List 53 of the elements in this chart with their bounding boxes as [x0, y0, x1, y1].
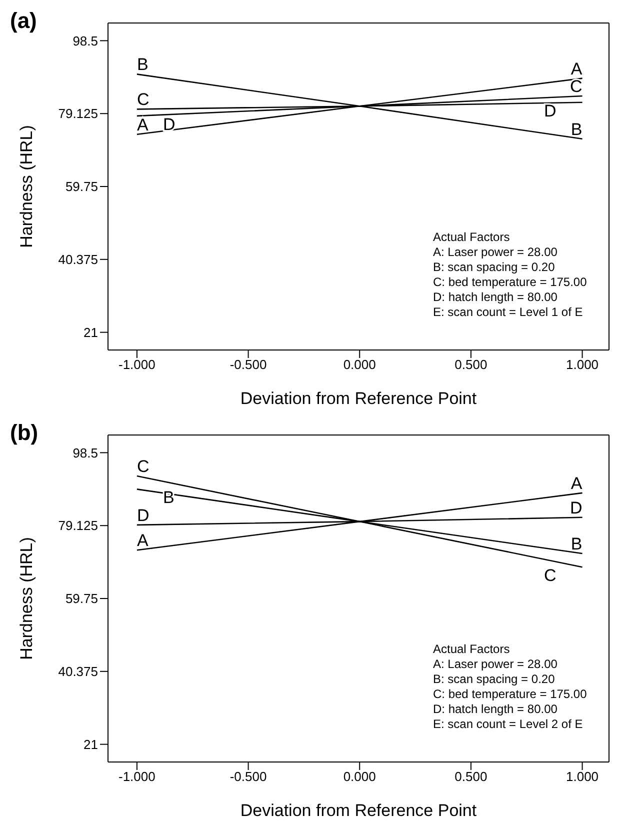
series-label: D [162, 114, 176, 134]
series-label: D [136, 506, 150, 525]
series-label: B [570, 534, 582, 554]
annotation: E: scan count = Level 1 of E [433, 305, 584, 320]
x-tick-label: -0.500 [230, 357, 267, 372]
text: D [570, 498, 582, 518]
x-tick-label: 1.000 [566, 769, 599, 784]
text: D [544, 101, 556, 120]
text: B [570, 120, 582, 139]
x-tick-label: 0.000 [343, 357, 376, 372]
y-tick-label: 79.125 [58, 518, 98, 534]
series-label: C [136, 90, 150, 110]
annotation: C: bed temperature = 175.00 [433, 687, 587, 702]
x-axis-title: Deviation from Reference Point [240, 801, 477, 820]
text: A [570, 59, 582, 78]
y-tick-label: 21 [84, 324, 98, 340]
x-tick-label: 0.000 [343, 769, 376, 784]
text: C [544, 566, 556, 586]
y-tick-label: 98.5 [72, 445, 98, 460]
annotation: Actual Factors [433, 230, 511, 245]
annotation: B: scan spacing = 0.20 [433, 260, 556, 275]
annotation: A: Laser power = 28.00 [433, 245, 558, 260]
y-tick-label: 21 [84, 736, 98, 752]
annotation: Actual Factors [433, 642, 511, 657]
x-tick-label: 0.500 [454, 769, 488, 784]
y-tick-label: 59.75 [65, 591, 98, 606]
x-tick-label: -1.000 [118, 769, 156, 784]
series-label: A [136, 115, 149, 134]
series-label: A [136, 531, 149, 550]
annotation: C: bed temperature = 175.00 [433, 275, 587, 290]
series-label: C [136, 457, 150, 476]
annotation: E: scan count = Level 2 of E [433, 717, 584, 732]
chart-title: (a) [10, 8, 37, 34]
annotation: D: hatch length = 80.00 [433, 702, 558, 717]
text: A [570, 474, 582, 493]
y-tick-label: 40.375 [58, 252, 98, 268]
annotation: D: hatch length = 80.00 [433, 290, 558, 305]
y-tick-label: 79.125 [58, 106, 98, 122]
series-label: B [136, 55, 148, 74]
y-tick-label: 98.5 [72, 33, 98, 48]
text: C [570, 77, 582, 96]
y-axis-title: Hardness (HRL) [17, 537, 36, 660]
x-tick-label: 1.000 [566, 357, 599, 372]
x-tick-label: 0.500 [454, 357, 488, 372]
y-tick-label: 40.375 [58, 664, 98, 680]
x-tick-label: -0.500 [230, 769, 267, 784]
y-axis-title: Hardness (HRL) [17, 125, 36, 248]
y-tick-label: 59.75 [65, 179, 98, 194]
annotation: B: scan spacing = 0.20 [433, 672, 556, 687]
annotation: A: Laser power = 28.00 [433, 657, 558, 672]
x-axis-title: Deviation from Reference Point [240, 389, 477, 408]
x-tick-label: -1.000 [118, 357, 156, 372]
chart-title: (b) [10, 420, 38, 446]
